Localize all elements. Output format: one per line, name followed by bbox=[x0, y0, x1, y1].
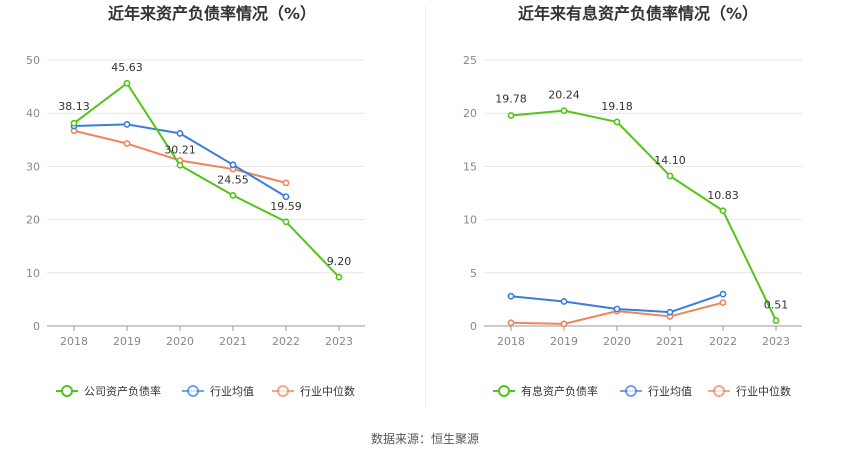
x-tick-label: 2023 bbox=[762, 335, 790, 348]
y-tick-label: 0 bbox=[470, 320, 477, 333]
data-point bbox=[719, 299, 727, 306]
series-line-3 bbox=[73, 129, 287, 184]
x-tick-label: 2023 bbox=[325, 335, 353, 348]
data-label: 30.21 bbox=[164, 143, 196, 156]
legend-item-2: 行业均值 bbox=[182, 385, 254, 398]
series-line-1 bbox=[73, 82, 340, 278]
legend-item-1: 公司资产负债率 bbox=[56, 384, 161, 398]
data-point bbox=[507, 319, 515, 327]
data-point bbox=[666, 172, 674, 180]
data-point bbox=[560, 298, 568, 305]
data-point bbox=[176, 161, 184, 169]
y-tick-label: 25 bbox=[463, 54, 477, 67]
y-tick-label: 50 bbox=[26, 54, 40, 67]
x-tick-label: 2019 bbox=[113, 335, 141, 348]
data-point bbox=[507, 112, 515, 119]
data-label: 9.20 bbox=[327, 255, 352, 268]
legend-label: 有息资产负债率 bbox=[521, 384, 598, 398]
data-label: 19.59 bbox=[270, 200, 302, 213]
y-tick-label: 5 bbox=[470, 267, 477, 280]
data-point bbox=[772, 317, 780, 324]
legend-marker bbox=[187, 385, 199, 397]
legend-marker bbox=[498, 385, 510, 397]
data-point bbox=[123, 120, 131, 128]
data-point bbox=[719, 207, 727, 215]
y-tick-label: 40 bbox=[26, 107, 40, 120]
x-tick-label: 2019 bbox=[550, 335, 578, 348]
data-point bbox=[507, 292, 515, 300]
data-label: 24.55 bbox=[217, 173, 249, 186]
y-tick-label: 20 bbox=[26, 214, 40, 227]
data-point bbox=[613, 118, 621, 126]
legend-item-3: 行业中位数 bbox=[708, 384, 791, 398]
chart-1: 近年来资产负债率情况（%） 0 10 20 30 40 50 2018 2019 2020 2021… bbox=[26, 4, 365, 398]
chart-2: 近年来有息资产负债率情况（%） 0 5 10 15 20 25 2018 2019 2020 202… bbox=[463, 4, 802, 398]
data-label: 19.18 bbox=[601, 100, 633, 113]
y-tick-label: 30 bbox=[26, 160, 40, 173]
x-tick-label: 2022 bbox=[272, 335, 300, 348]
data-label: 19.78 bbox=[495, 93, 527, 106]
data-point bbox=[229, 161, 237, 169]
data-label: 10.83 bbox=[707, 189, 739, 202]
legend-label: 行业中位数 bbox=[300, 384, 355, 398]
legend-item-3: 行业中位数 bbox=[272, 384, 355, 398]
x-tick-label: 2021 bbox=[656, 335, 684, 348]
y-tick-label: 10 bbox=[463, 214, 477, 227]
x-tick-label: 2021 bbox=[219, 335, 247, 348]
chart-title: 近年来有息资产负债率情况（%） bbox=[518, 4, 758, 23]
data-label: 0.51 bbox=[764, 299, 789, 312]
data-label: 20.24 bbox=[548, 89, 580, 102]
x-tick-label: 2022 bbox=[709, 335, 737, 348]
legend-marker bbox=[625, 385, 637, 397]
data-point bbox=[123, 140, 131, 147]
x-tick-label: 2020 bbox=[166, 335, 194, 348]
data-point bbox=[613, 305, 621, 313]
chart-title: 近年来资产负债率情况（%） bbox=[108, 4, 316, 23]
data-label: 45.63 bbox=[111, 61, 143, 74]
data-point bbox=[176, 130, 184, 137]
legend-marker bbox=[61, 385, 73, 397]
x-tick-label: 2020 bbox=[603, 335, 631, 348]
data-point bbox=[560, 107, 568, 115]
data-point bbox=[666, 308, 674, 316]
legend-label: 行业均值 bbox=[648, 385, 692, 398]
x-tick-label: 2018 bbox=[497, 335, 525, 348]
legend-marker bbox=[277, 385, 289, 397]
data-label: 38.13 bbox=[58, 100, 90, 113]
legend-item-1: 有息资产负债率 bbox=[493, 384, 598, 398]
legend-label: 行业均值 bbox=[210, 385, 254, 398]
data-label: 14.10 bbox=[654, 154, 686, 167]
data-point bbox=[560, 320, 568, 328]
data-point bbox=[123, 79, 131, 87]
x-tick-label: 2018 bbox=[60, 335, 88, 348]
series-line-1 bbox=[510, 109, 777, 322]
legend-item-2: 行业均值 bbox=[620, 385, 692, 398]
y-tick-label: 10 bbox=[26, 267, 40, 280]
y-tick-label: 0 bbox=[33, 320, 40, 333]
data-point bbox=[229, 191, 237, 199]
data-point bbox=[719, 290, 727, 298]
y-tick-label: 20 bbox=[463, 107, 477, 120]
panel-divider bbox=[425, 6, 426, 408]
data-point bbox=[282, 193, 290, 201]
data-point bbox=[70, 119, 78, 127]
legend-label: 公司资产负债率 bbox=[84, 384, 161, 398]
y-tick-label: 15 bbox=[463, 160, 477, 173]
data-point bbox=[282, 179, 290, 187]
legend-marker bbox=[713, 385, 725, 397]
legend-label: 行业中位数 bbox=[736, 384, 791, 398]
data-point bbox=[335, 273, 343, 281]
data-source-note: 数据来源：恒生聚源 bbox=[370, 432, 479, 446]
data-point bbox=[282, 218, 290, 226]
